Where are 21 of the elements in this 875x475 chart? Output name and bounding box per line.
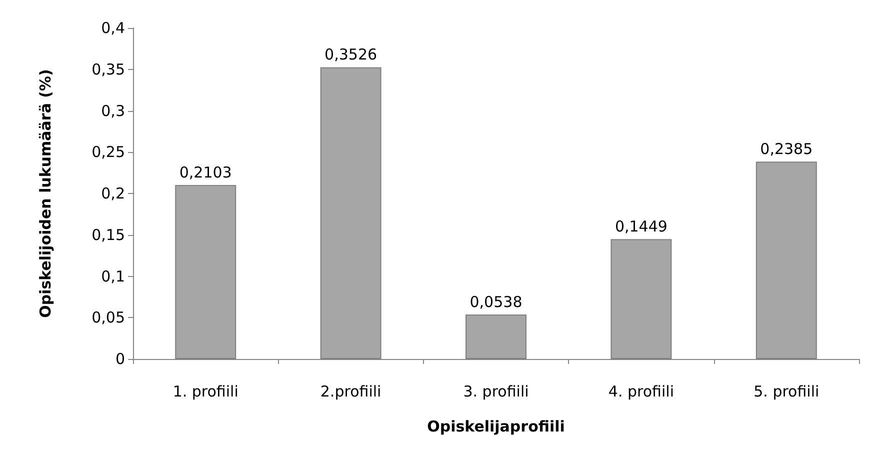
data-label: 0,3526: [324, 46, 378, 64]
y-tick-label: 0,15: [92, 226, 125, 244]
x-tick-label: 3. profiili: [463, 382, 529, 400]
data-label: 0,0538: [470, 292, 522, 311]
y-tick-label: 0,3: [101, 102, 125, 120]
x-tick-label: 2.profiili: [320, 382, 382, 400]
y-tick-label: 0,4: [101, 19, 125, 37]
y-tick-label: 0: [115, 350, 125, 368]
data-label: 0,2103: [179, 163, 232, 182]
x-tick-label: 1. profiili: [172, 382, 238, 400]
data-label: 0,2385: [760, 140, 813, 158]
x-tick-label: 4. profiili: [608, 382, 674, 400]
y-tick-label: 0,05: [92, 308, 125, 327]
y-axis-title: Opiskelijoiden lukumäärä (%): [36, 69, 54, 318]
x-axis-title: Opiskelijaprofiili: [427, 418, 565, 436]
y-tick-label: 0,35: [92, 60, 125, 78]
y-tick-label: 0,25: [92, 143, 125, 162]
x-tick-label: 5. profiili: [754, 382, 820, 400]
data-label: 0,1449: [614, 218, 668, 236]
y-tick-label: 0,1: [101, 267, 125, 286]
y-tick-label: 0,2: [101, 184, 125, 202]
